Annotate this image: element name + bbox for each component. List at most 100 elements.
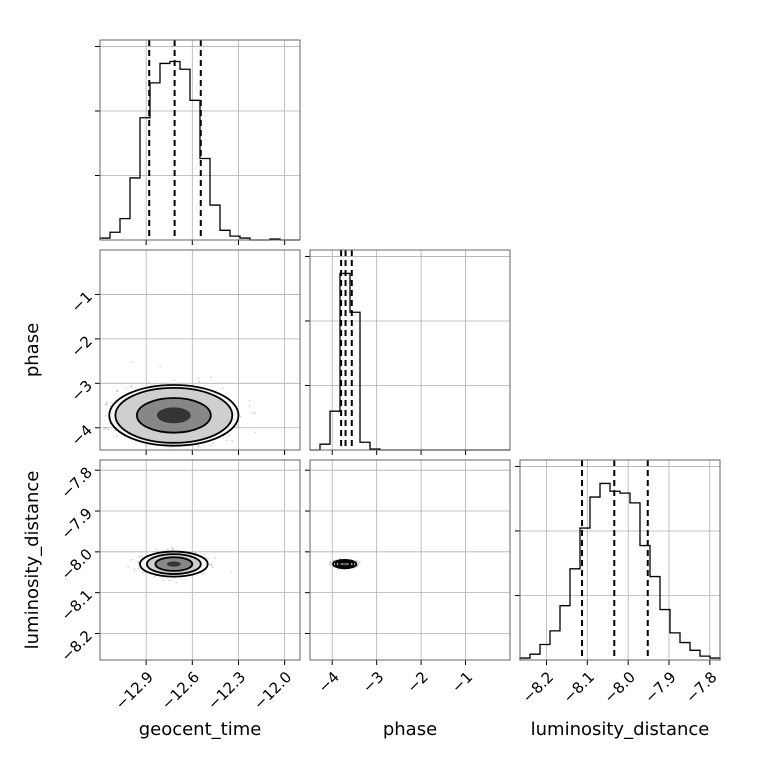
density-level <box>166 561 181 567</box>
scatter-point <box>166 548 169 551</box>
scatter-point <box>137 561 140 564</box>
contour-line <box>146 553 202 575</box>
scatter-point <box>130 384 133 387</box>
contour-line <box>136 397 212 434</box>
scatter-point <box>254 431 257 434</box>
y-tick-label: −7.8 <box>58 463 96 501</box>
scatter-point <box>225 439 228 442</box>
scatter-point <box>198 380 200 383</box>
scatter-point <box>206 557 209 560</box>
scatter-point <box>198 445 201 448</box>
scatter-point <box>106 402 109 404</box>
x-axis-label: geocent_time <box>139 719 262 740</box>
y-tick-label: −8.2 <box>58 627 96 665</box>
x-axis-label: phase <box>383 719 437 740</box>
x-tick-label: −4 <box>315 668 343 696</box>
scatter-point <box>106 427 108 430</box>
panel-frame <box>309 249 511 451</box>
scatter-point <box>108 422 111 425</box>
scatter-point <box>209 376 212 378</box>
scatter-point <box>355 559 358 562</box>
scatter-point <box>141 571 144 573</box>
scatter-point <box>208 563 211 566</box>
scatter-point <box>116 389 119 392</box>
x-tick-label: −2 <box>403 668 431 696</box>
scatter-point <box>210 564 213 567</box>
contour-line <box>108 384 240 447</box>
scatter-point <box>130 558 133 561</box>
scatter-point <box>197 445 200 447</box>
scatter-point <box>329 561 332 564</box>
x-tick-label: −3 <box>359 668 387 696</box>
scatter-point <box>111 402 113 404</box>
scatter-point <box>105 403 108 406</box>
scatter-point <box>211 566 214 569</box>
scatter-point <box>168 579 170 582</box>
histogram-phase <box>310 272 510 451</box>
y-tick-label: −7.9 <box>58 504 96 542</box>
scatter-point <box>125 387 127 390</box>
y-tick-label: −3 <box>68 377 96 405</box>
y-tick-label: −8.0 <box>58 545 96 583</box>
scatter-point <box>254 412 257 415</box>
y-tick-label: −8.1 <box>58 586 96 624</box>
scatter-point <box>221 387 224 390</box>
y-tick-label: −1 <box>68 288 96 316</box>
scatter-point <box>328 563 331 565</box>
scatter-point <box>231 439 234 442</box>
scatter-point <box>162 579 165 582</box>
scatter-point <box>104 403 107 406</box>
scatter-point <box>159 365 162 367</box>
scatter-point <box>113 429 116 432</box>
scatter-point <box>138 555 141 558</box>
scatter-point <box>356 562 359 565</box>
contour-line <box>337 561 352 568</box>
scatter-point <box>330 564 333 566</box>
scatter-point <box>154 383 157 385</box>
panel-frame <box>99 39 301 241</box>
x-tick-label: −12.3 <box>204 668 249 713</box>
scatter-point <box>195 552 198 554</box>
y-axis-label: phase <box>22 323 43 377</box>
scatter-point <box>197 377 200 380</box>
scatter-point <box>171 579 173 582</box>
scatter-point <box>156 550 158 553</box>
histogram-luminosity_distance <box>519 482 721 660</box>
y-tick-label: −2 <box>68 332 96 360</box>
x-tick-label: −7.9 <box>641 668 679 706</box>
scatter-point <box>130 360 133 363</box>
scatter-point <box>228 434 231 437</box>
panel-frame <box>519 459 721 661</box>
y-axis-label: luminosity_distance <box>22 471 43 650</box>
scatter-point <box>210 444 212 446</box>
scatter-point <box>169 446 172 449</box>
contour-line <box>154 556 194 572</box>
scatter-point <box>202 572 204 575</box>
scatter-point <box>194 551 196 554</box>
scatter-point <box>248 400 251 402</box>
scatter-point <box>357 563 360 566</box>
panel-frame <box>309 459 511 661</box>
scatter-point <box>116 435 118 438</box>
scatter-point <box>107 428 110 431</box>
scatter-point <box>140 555 143 557</box>
y-tick-label: −4 <box>68 421 96 449</box>
scatter-point <box>329 563 332 565</box>
scatter-point <box>155 548 158 551</box>
scatter-point <box>103 427 106 429</box>
scatter-point <box>329 561 332 563</box>
density-level <box>156 407 191 424</box>
scatter-point <box>103 428 105 431</box>
x-tick-label: −8.2 <box>519 668 557 706</box>
panel-frame <box>99 459 301 661</box>
scatter-point <box>248 405 251 407</box>
scatter-point <box>137 567 140 570</box>
scatter-point <box>358 561 361 564</box>
x-tick-label: −7.8 <box>682 668 720 706</box>
x-tick-label: −8.1 <box>560 668 598 706</box>
scatter-point <box>239 415 242 418</box>
scatter-point <box>203 553 206 555</box>
scatter-point <box>252 412 254 414</box>
scatter-point <box>173 379 175 382</box>
x-tick-label: −12.0 <box>250 668 295 713</box>
